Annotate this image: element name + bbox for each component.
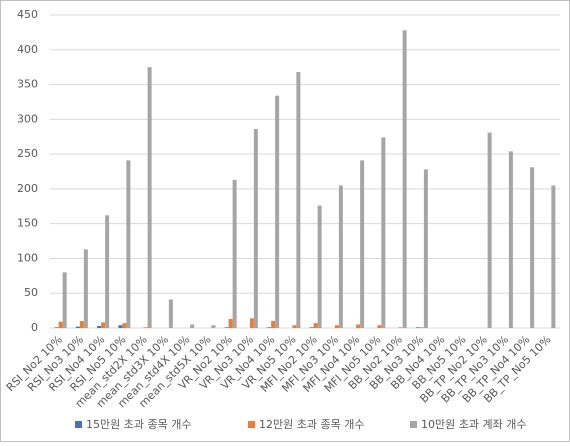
bar bbox=[168, 299, 173, 328]
bar bbox=[79, 321, 84, 328]
bar bbox=[334, 325, 339, 328]
bar bbox=[224, 327, 229, 328]
legend-swatch bbox=[248, 421, 255, 428]
bar bbox=[398, 327, 403, 328]
bar bbox=[75, 326, 80, 328]
legend-swatch bbox=[75, 421, 82, 428]
y-tick-label: 350 bbox=[17, 78, 38, 91]
bar bbox=[271, 321, 276, 328]
bar bbox=[415, 327, 420, 328]
bar bbox=[423, 169, 428, 328]
bar bbox=[118, 325, 123, 328]
bar bbox=[122, 323, 127, 328]
y-tick-label: 100 bbox=[17, 251, 38, 264]
bar bbox=[211, 325, 216, 328]
y-tick-label: 0 bbox=[31, 321, 38, 334]
bar bbox=[101, 322, 106, 328]
bar bbox=[83, 249, 88, 328]
bar bbox=[419, 327, 424, 328]
y-tick-label: 450 bbox=[17, 8, 38, 21]
bar bbox=[508, 151, 513, 328]
bar bbox=[267, 327, 272, 328]
y-tick-label: 300 bbox=[17, 112, 38, 125]
y-tick-label: 200 bbox=[17, 182, 38, 195]
bar bbox=[253, 129, 258, 328]
bar bbox=[487, 132, 492, 328]
bar bbox=[296, 72, 301, 328]
bar bbox=[275, 95, 280, 328]
bar bbox=[377, 325, 382, 328]
bar bbox=[381, 137, 386, 328]
bar bbox=[249, 318, 254, 328]
bar bbox=[338, 185, 343, 328]
legend-label: 12만원 초과 종목 개수 bbox=[259, 418, 364, 431]
legend-swatch bbox=[410, 421, 417, 428]
y-tick-label: 50 bbox=[24, 286, 38, 299]
bar bbox=[105, 215, 110, 328]
bar bbox=[58, 321, 63, 328]
bar bbox=[190, 324, 195, 328]
legend-label: 15만원 초과 종목 개수 bbox=[86, 418, 191, 431]
bar bbox=[360, 160, 365, 328]
legend-label: 10만원 초과 계좌 개수 bbox=[421, 418, 526, 431]
bar bbox=[54, 327, 59, 328]
bar bbox=[232, 179, 237, 328]
bar bbox=[62, 272, 67, 328]
bar bbox=[402, 30, 407, 329]
bar bbox=[126, 160, 131, 328]
y-tick-label: 400 bbox=[17, 43, 38, 56]
bar bbox=[317, 205, 322, 328]
bar bbox=[147, 67, 152, 329]
bar bbox=[356, 324, 361, 328]
bar bbox=[551, 185, 556, 328]
y-tick-label: 150 bbox=[17, 217, 38, 230]
bar bbox=[143, 327, 148, 328]
bar bbox=[313, 323, 318, 328]
bar bbox=[228, 318, 233, 328]
bar bbox=[97, 325, 102, 328]
bar bbox=[292, 325, 297, 328]
bar bbox=[530, 167, 535, 328]
bar bbox=[309, 327, 314, 328]
y-tick-label: 250 bbox=[17, 147, 38, 160]
